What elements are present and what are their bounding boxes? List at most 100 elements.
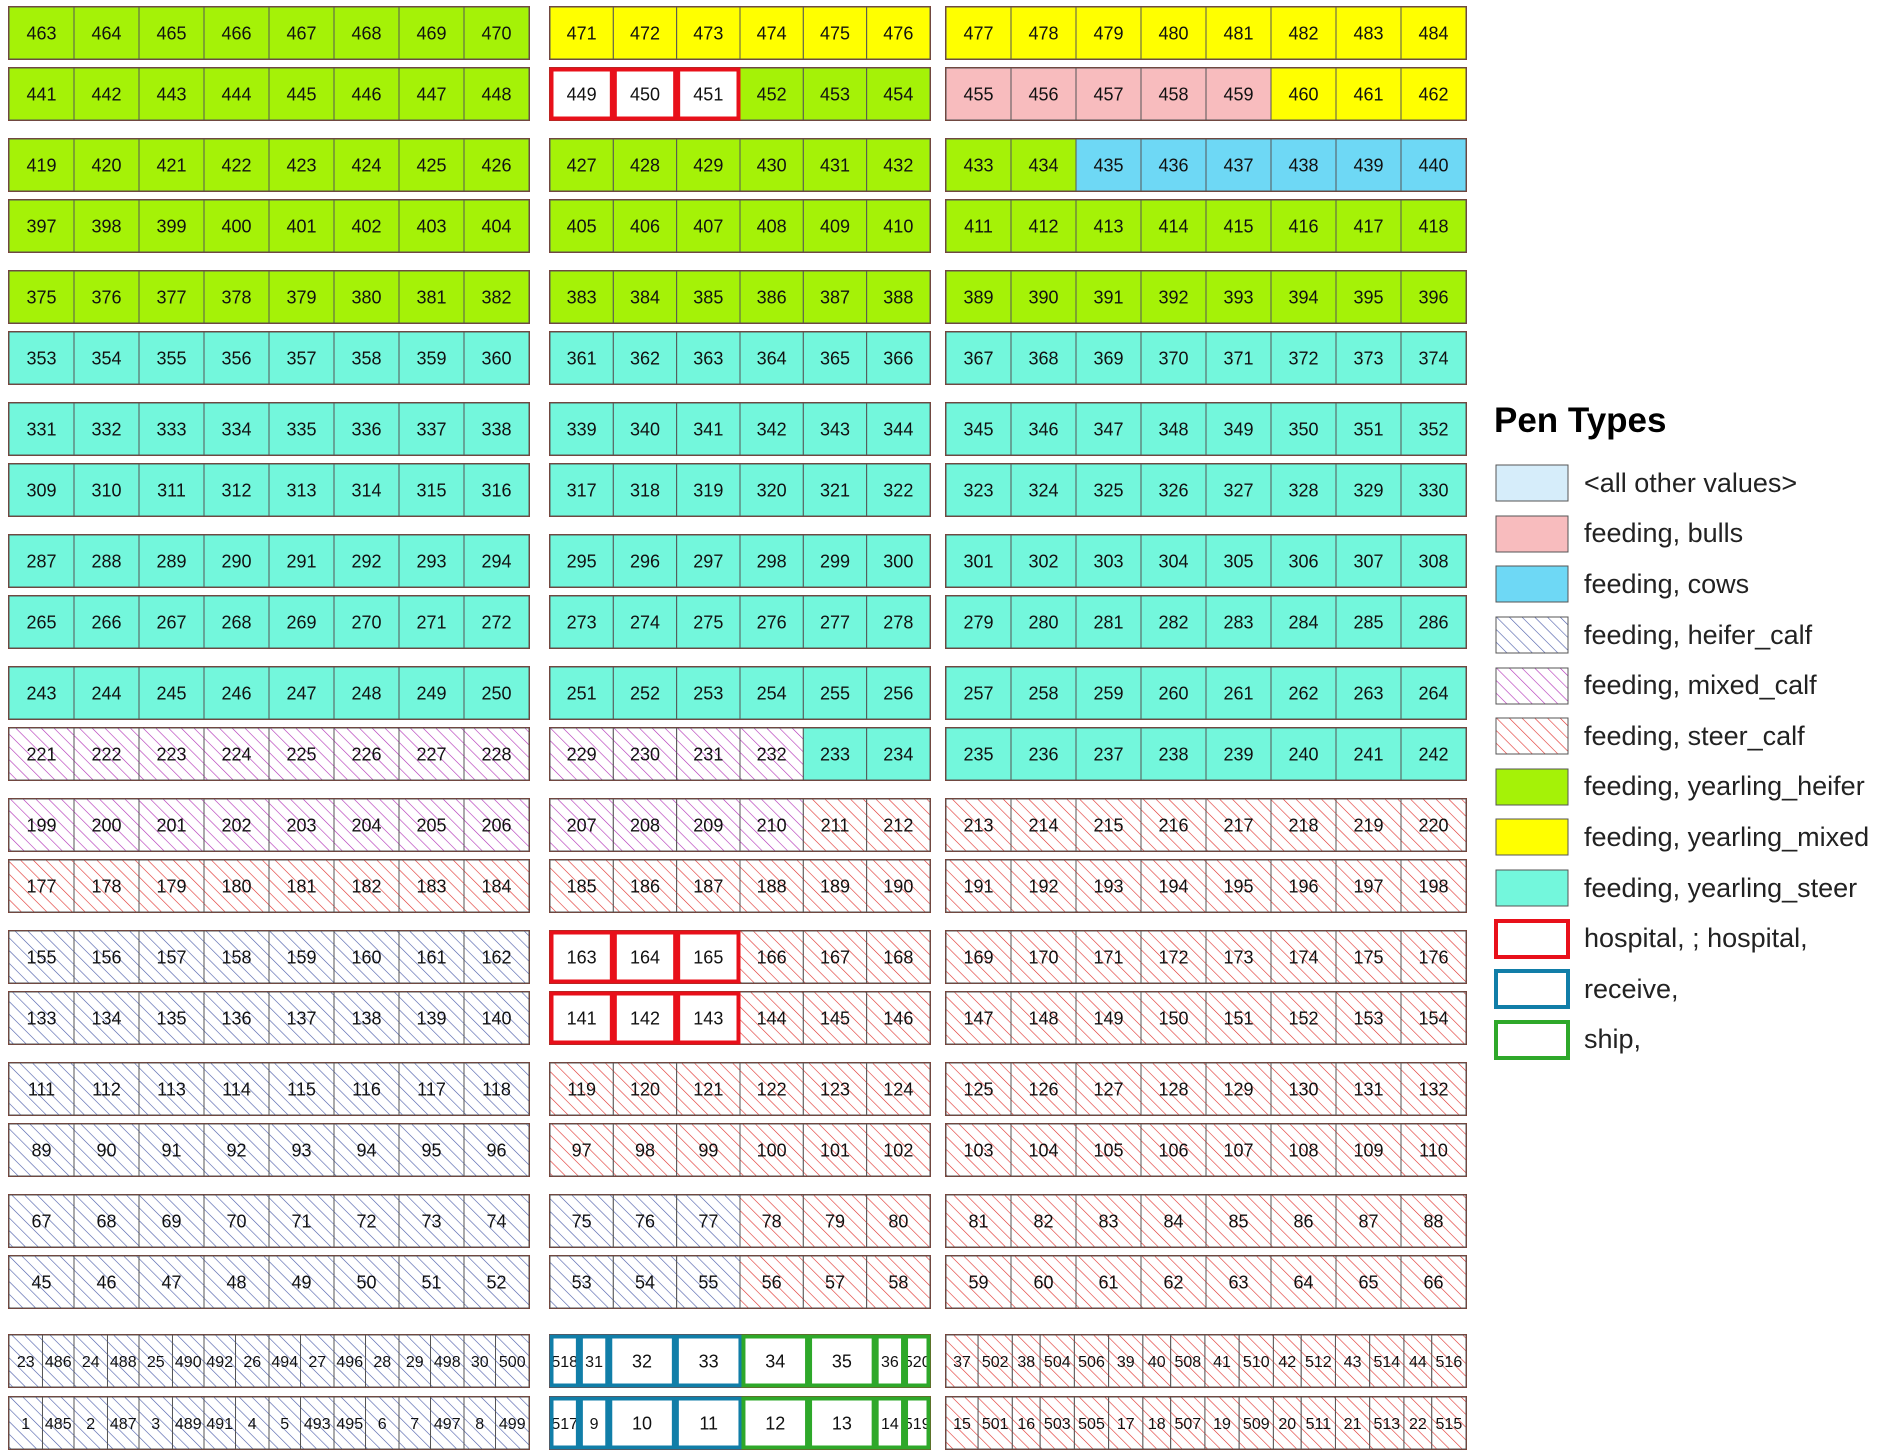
pen-262: 262 bbox=[1270, 666, 1337, 720]
pen-105: 105 bbox=[1075, 1123, 1142, 1177]
pen-number: 140 bbox=[481, 1008, 511, 1028]
pen-number: 158 bbox=[221, 947, 251, 967]
hospital-outline bbox=[612, 991, 678, 1045]
pen-487: 487 bbox=[106, 1396, 140, 1450]
pen-number: 481 bbox=[1223, 23, 1253, 43]
hospital-outline bbox=[676, 991, 741, 1045]
pen-number: 137 bbox=[286, 1008, 316, 1028]
pen-number: 311 bbox=[157, 480, 186, 500]
pen-23: 23 bbox=[8, 1334, 43, 1388]
pen-number: 98 bbox=[635, 1140, 655, 1160]
pen-number: 43 bbox=[1344, 1354, 1362, 1371]
pen-9: 9 bbox=[578, 1396, 610, 1450]
pen-cell bbox=[612, 859, 678, 913]
pen-cell bbox=[73, 666, 140, 720]
pen-number: 457 bbox=[1093, 84, 1123, 104]
pen-cell bbox=[1270, 6, 1337, 60]
pen-cell bbox=[1400, 199, 1467, 253]
pen-number: 218 bbox=[1288, 815, 1318, 835]
pen-393: 393 bbox=[1205, 270, 1272, 324]
pen-223: 223 bbox=[138, 727, 205, 781]
pen-499: 499 bbox=[495, 1396, 530, 1450]
pen-number: 33 bbox=[699, 1351, 719, 1371]
pen-number: 51 bbox=[421, 1272, 441, 1292]
pen-number: 499 bbox=[499, 1416, 526, 1433]
pen-number: 235 bbox=[963, 744, 993, 764]
pen-number: 378 bbox=[221, 287, 251, 307]
pen-192: 192 bbox=[1010, 859, 1077, 913]
pen-number: 246 bbox=[221, 683, 251, 703]
pen-315: 315 bbox=[398, 463, 465, 517]
pen-number: 129 bbox=[1223, 1079, 1253, 1099]
pen-cell bbox=[138, 534, 205, 588]
pen-243: 243 bbox=[8, 666, 75, 720]
pen-cell bbox=[1335, 727, 1402, 781]
pen-number: 119 bbox=[567, 1079, 596, 1099]
pen-number: 221 bbox=[26, 744, 56, 764]
pen-cell bbox=[676, 1123, 741, 1177]
pen-number: 287 bbox=[26, 551, 56, 571]
pen-number: 36 bbox=[881, 1354, 899, 1371]
pen-132: 132 bbox=[1400, 1062, 1467, 1116]
pen-199: 199 bbox=[8, 798, 75, 852]
pen-209: 209 bbox=[676, 798, 741, 852]
pen-337: 337 bbox=[398, 402, 465, 456]
pen-233: 233 bbox=[802, 727, 868, 781]
pen-cell bbox=[676, 930, 741, 984]
pen-cell bbox=[1400, 1062, 1467, 1116]
pen-64: 64 bbox=[1270, 1255, 1337, 1309]
pen-cell bbox=[1204, 1334, 1240, 1388]
pen-number: 278 bbox=[883, 612, 913, 632]
pen-number: 388 bbox=[883, 287, 913, 307]
pen-number: 208 bbox=[630, 815, 660, 835]
pen-cell bbox=[945, 595, 1012, 649]
pen-351: 351 bbox=[1335, 402, 1402, 456]
pen-443: 443 bbox=[138, 67, 205, 121]
pen-number: 357 bbox=[286, 348, 316, 368]
pen-cell bbox=[802, 138, 868, 192]
pen-472: 472 bbox=[612, 6, 678, 60]
pen-cell bbox=[1140, 859, 1207, 913]
pen-138: 138 bbox=[333, 991, 400, 1045]
pen-397: 397 bbox=[8, 199, 75, 253]
pen-number: 260 bbox=[1158, 683, 1188, 703]
pen-cell bbox=[1075, 138, 1142, 192]
pen-cell bbox=[73, 534, 140, 588]
pen-number: 270 bbox=[351, 612, 381, 632]
pen-cell bbox=[235, 1396, 270, 1450]
pen-22: 22 bbox=[1403, 1396, 1433, 1450]
pen-cell bbox=[1140, 270, 1207, 324]
legend-item-receive: receive, bbox=[1494, 964, 1894, 1015]
pen-cell bbox=[612, 798, 678, 852]
pen-cell bbox=[1010, 331, 1077, 385]
pen-cell bbox=[945, 463, 1012, 517]
pen-cell bbox=[802, 1255, 868, 1309]
pen-349: 349 bbox=[1205, 402, 1272, 456]
pen-cell bbox=[463, 930, 530, 984]
pen-423: 423 bbox=[268, 138, 335, 192]
pen-number: 482 bbox=[1288, 23, 1318, 43]
pen-295: 295 bbox=[549, 534, 614, 588]
pen-493: 493 bbox=[300, 1396, 335, 1450]
pen-number: 329 bbox=[1353, 480, 1383, 500]
pen-number: 76 bbox=[635, 1211, 655, 1231]
pen-cell bbox=[138, 798, 205, 852]
pen-265: 265 bbox=[8, 595, 75, 649]
pen-106: 106 bbox=[1140, 1123, 1207, 1177]
pen-484: 484 bbox=[1400, 6, 1467, 60]
pen-number: 333 bbox=[156, 419, 186, 439]
pen-cell bbox=[612, 595, 678, 649]
pen-number: 342 bbox=[757, 419, 787, 439]
pen-14: 14 bbox=[874, 1396, 906, 1450]
pen-cell bbox=[398, 666, 465, 720]
pen-number: 356 bbox=[221, 348, 251, 368]
pen-354: 354 bbox=[73, 331, 140, 385]
legend-swatch bbox=[1494, 969, 1570, 1010]
pen-cell bbox=[945, 798, 1012, 852]
pen-number: 210 bbox=[757, 815, 787, 835]
pen-cell bbox=[1270, 463, 1337, 517]
pen-84: 84 bbox=[1140, 1194, 1207, 1248]
pen-cell bbox=[1205, 595, 1272, 649]
pen-399: 399 bbox=[138, 199, 205, 253]
pen-cell bbox=[1270, 1194, 1337, 1248]
